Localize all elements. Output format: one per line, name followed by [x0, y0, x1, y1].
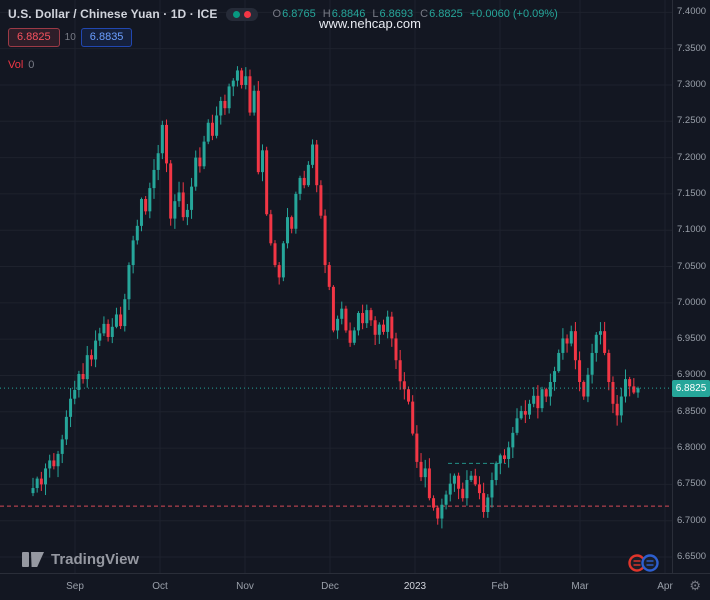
- legend-row-volume: Vol 0: [8, 59, 558, 71]
- price-tick-label: 7.4000: [677, 6, 707, 18]
- time-tick-label: Oct: [152, 581, 168, 592]
- sell-button[interactable]: 6.8825: [8, 28, 60, 47]
- price-tick-label: 6.7500: [677, 478, 707, 490]
- open-label: O: [272, 8, 282, 20]
- price-tick-label: 7.2000: [677, 151, 707, 163]
- time-tick-label: Sep: [66, 581, 84, 592]
- time-tick-label: 2023: [403, 581, 427, 592]
- price-tick-label: 7.1500: [677, 187, 707, 199]
- volume-value: 0: [28, 59, 35, 71]
- current-price-tag[interactable]: 6.8825: [672, 379, 710, 397]
- time-scale[interactable]: Sep Oct Nov Dec 2023 Feb Mar Apr: [0, 573, 710, 600]
- time-tick-label: Mar: [571, 581, 589, 592]
- price-tick-label: 7.3500: [677, 42, 707, 54]
- time-tick-label: Feb: [491, 581, 509, 592]
- low-label: L: [372, 8, 379, 20]
- close-label: C: [420, 8, 429, 20]
- market-status-pill[interactable]: [225, 7, 258, 21]
- status-dot-red-icon: [243, 10, 251, 18]
- price-tick-label: 7.0500: [677, 260, 707, 272]
- price-tick-label: 7.2500: [677, 115, 707, 127]
- symbol-title[interactable]: U.S. Dollar / Chinese Yuan · 1D · ICE: [8, 7, 218, 21]
- price-tick-label: 7.3000: [677, 78, 707, 90]
- high-value: 6.8846: [331, 8, 366, 20]
- price-tick-label: 6.9500: [677, 333, 707, 345]
- price-scale[interactable]: 7.4000 7.3500 7.3000 7.2500 7.2000 7.1500 7.10…: [672, 0, 710, 573]
- low-value: 6.8693: [379, 8, 414, 20]
- price-tick-label: 6.9000: [677, 369, 707, 381]
- volume-label: Vol: [8, 59, 24, 71]
- spread-value: 10: [64, 32, 76, 43]
- buy-button[interactable]: 6.8835: [80, 28, 133, 47]
- legend-row-trade: 6.8825 10 6.8835: [8, 28, 558, 47]
- price-tick-label: 7.1000: [677, 224, 707, 236]
- time-tick-label: Dec: [321, 581, 339, 592]
- close-value: 6.8825: [429, 8, 463, 20]
- tradingview-logo-icon: [22, 552, 44, 567]
- status-dot-green-icon: [232, 10, 240, 18]
- tradingview-logo[interactable]: TradingView: [22, 551, 139, 568]
- tradingview-logo-text: TradingView: [51, 551, 140, 568]
- open-value: 6.8765: [282, 8, 316, 20]
- watermark-text: www.nehcap.com: [319, 16, 421, 31]
- ohlc-values: O 6.8765 H 6.8846 L 6.8693 C 6.8825: [266, 8, 463, 20]
- change-value: +0.0060 (+0.09%): [469, 8, 558, 20]
- time-tick-label: Apr: [657, 581, 673, 592]
- chart-canvas[interactable]: [0, 0, 672, 573]
- settings-gear-icon[interactable]: ⚙: [689, 578, 701, 593]
- high-label: H: [322, 8, 331, 20]
- brand-roundel-icon: [626, 553, 660, 578]
- price-tick-label: 6.6500: [677, 551, 707, 563]
- time-tick-label: Nov: [236, 581, 254, 592]
- price-tick-label: 7.0000: [677, 296, 707, 308]
- price-tick-label: 6.8500: [677, 405, 707, 417]
- price-tick-label: 6.7000: [677, 514, 707, 526]
- price-tick-label: 6.8000: [677, 442, 707, 454]
